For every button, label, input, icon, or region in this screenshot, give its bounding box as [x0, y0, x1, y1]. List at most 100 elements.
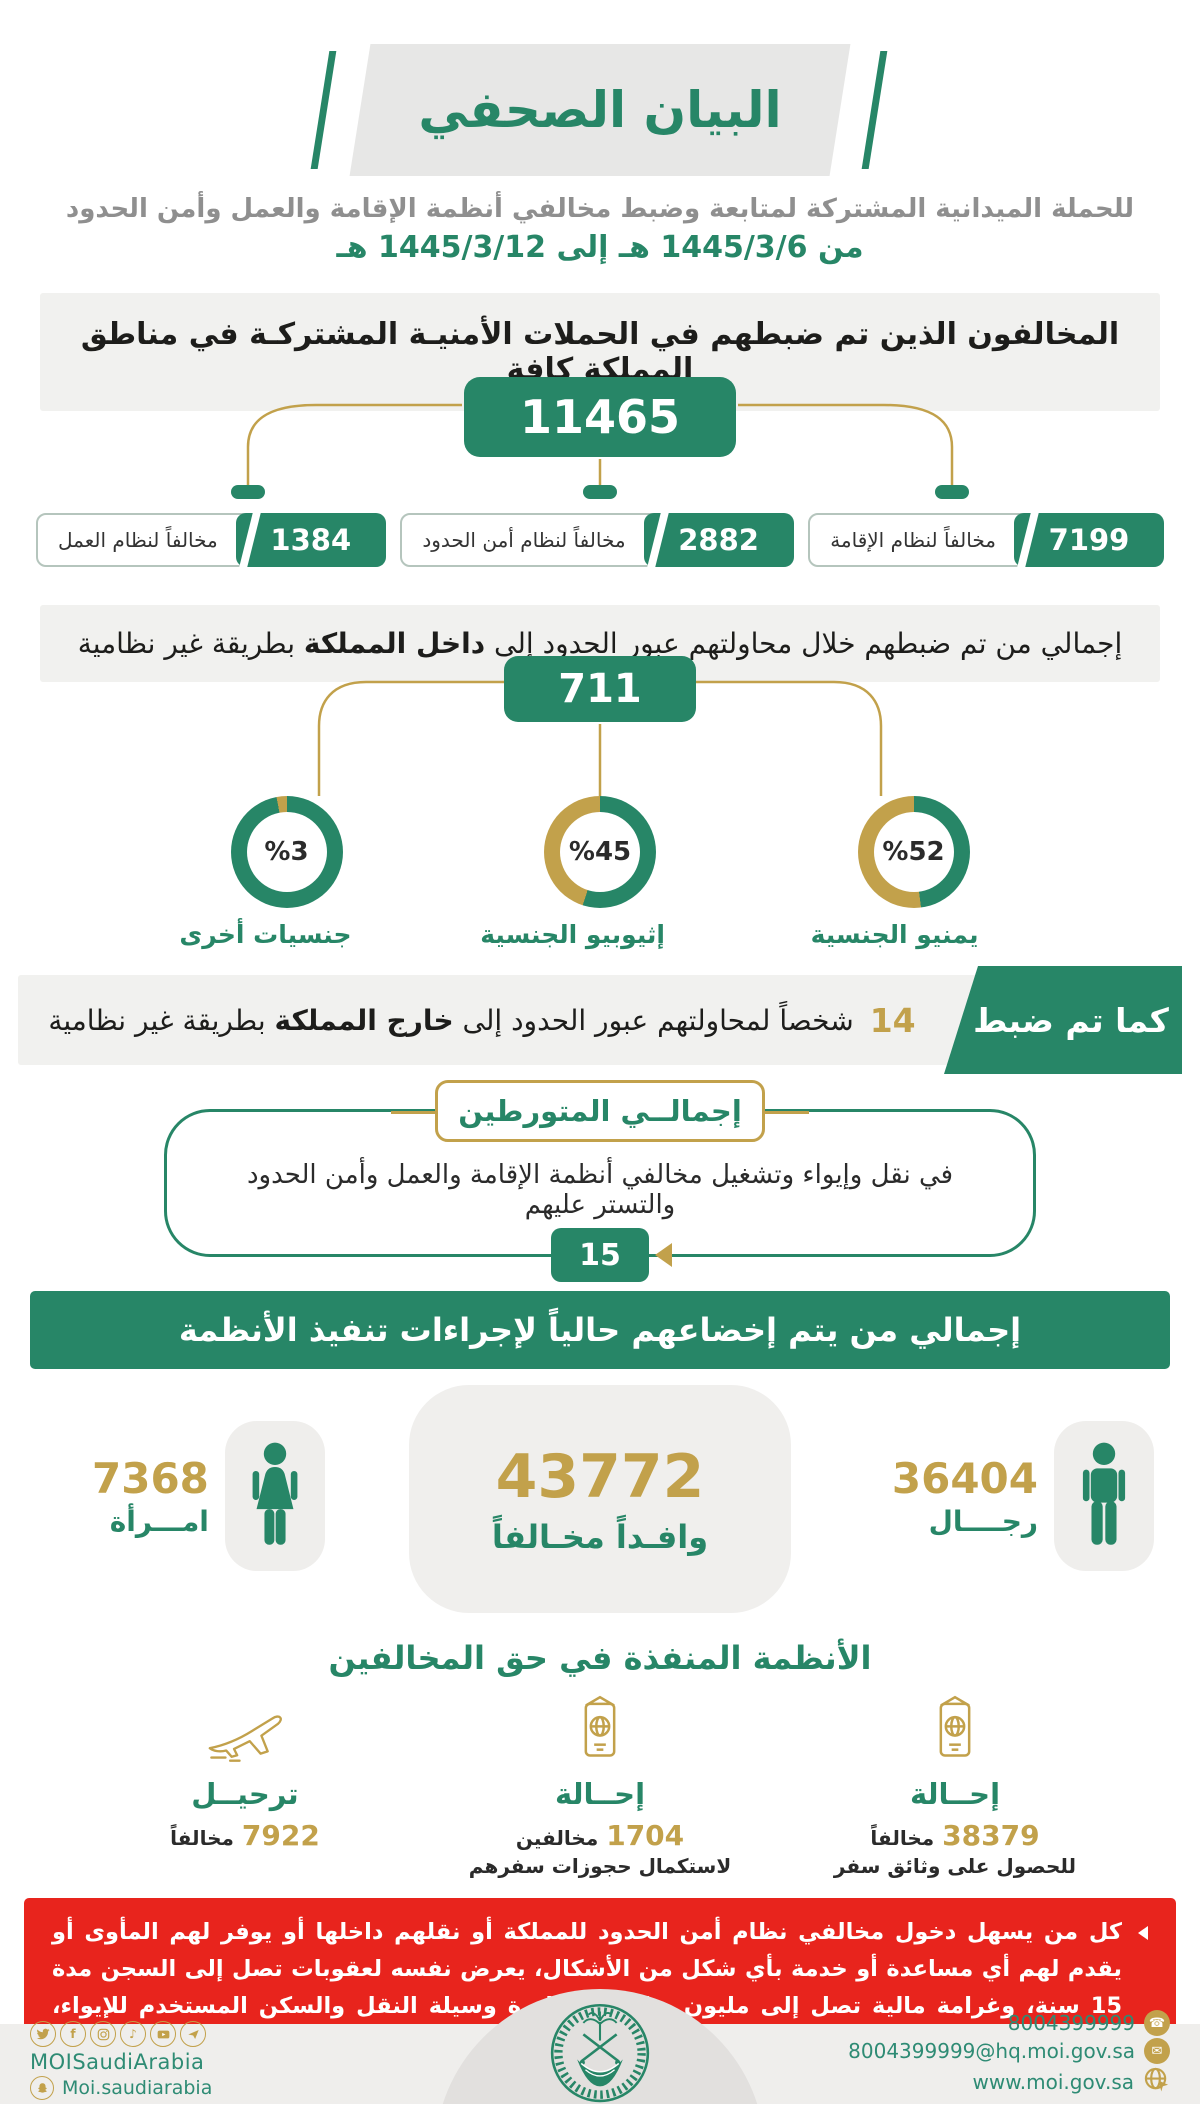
decorative-slash-icon — [861, 51, 888, 169]
action-title: إحــالة — [554, 1777, 646, 1811]
action-unit: مخالفاً — [170, 1826, 234, 1850]
action-deportation: ترحيــل 7922 مخالفاً — [95, 1691, 395, 1878]
stat-label: مخالفاً لنظام الإقامة — [808, 513, 1032, 567]
women-stat: 7368 امـــرأة — [92, 1421, 325, 1571]
actions-row: إحــالة 38379 مخالفاً للحصول على وثائق سف… — [40, 1691, 1160, 1878]
social-icons-row: f ♪ — [30, 2021, 212, 2047]
tree-connectors — [317, 680, 883, 796]
outside-text-after: بطريقة غير نظامية — [48, 1003, 266, 1037]
stat-residency: 7199 مخالفاً لنظام الإقامة — [808, 513, 1164, 567]
outside-value: 14 — [869, 1000, 916, 1040]
actions-title: الأنظمة المنفذة في حق المخالفين — [328, 1639, 872, 1677]
involved-body: في نقل وإيواء وتشغيل مخالفي أنظمة الإقام… — [246, 1160, 954, 1220]
action-value: 38379 — [942, 1819, 1040, 1852]
donut-other: %3 جنسيات أخرى — [179, 796, 352, 949]
social-handle[interactable]: MOISaudiArabia — [30, 2050, 205, 2074]
inside-total-tree: 711 — [38, 656, 1162, 796]
stat-border-security: 2882 مخالفاً لنظام أمن الحدود — [400, 513, 794, 567]
phone-number: 8004399999 — [1007, 2011, 1135, 2035]
action-title: إحــالة — [909, 1777, 1001, 1811]
phone-row[interactable]: 8004399999 ☎ — [848, 2010, 1170, 2036]
decorative-slash-icon — [310, 51, 337, 169]
donut-chart: %3 — [230, 796, 343, 908]
stat-labor: 1384 مخالفاً لنظام العمل — [36, 513, 386, 567]
donut-label: يمنيو الجنسية — [810, 920, 979, 949]
total-violators-card: 43772 وافـداً مخـالفاً — [409, 1385, 791, 1613]
website-row[interactable]: www.moi.gov.sa — [848, 2066, 1170, 2098]
involved-title: إجمالــي المتورطين — [391, 1080, 809, 1142]
action-unit: مخالفين — [515, 1826, 599, 1850]
facebook-icon[interactable]: f — [60, 2021, 86, 2047]
total-violators-value: 43772 — [495, 1442, 705, 1512]
snapchat-icon — [30, 2076, 54, 2100]
women-value: 7368 — [92, 1454, 209, 1504]
stat-label: مخالفاً لنظام أمن الحدود — [400, 513, 662, 567]
contact-block: 8004399999 ☎ 8004399999@hq.moi.gov.sa ✉ … — [848, 2008, 1170, 2098]
outside-tag: كما تم ضبط — [944, 966, 1182, 1074]
inside-total-value: 711 — [504, 656, 696, 722]
inside-banner-text: إجمالي من تم ضبطهم خلال محاولتهم عبور ال… — [494, 627, 1123, 660]
snapchat-handle: Moi.saudiarabia — [62, 2077, 213, 2099]
press-header: البيان الصحفي — [310, 44, 888, 176]
youtube-icon[interactable] — [150, 2021, 176, 2047]
men-label: رجــــال — [928, 1504, 1038, 1538]
outside-text: شخصاً لمحاولتهم عبور الحدود إلى خارج الم… — [48, 1004, 853, 1037]
donut-percent: %52 — [882, 837, 945, 867]
twitter-icon[interactable] — [30, 2021, 56, 2047]
outside-banner: كما تم ضبط 14 شخصاً لمحاولتهم عبور الحدو… — [18, 966, 1182, 1074]
women-label: امـــرأة — [109, 1504, 209, 1538]
enforcement-banner: إجمالي من يتم إخضاعهم حالياً لإجراءات تن… — [30, 1291, 1170, 1369]
airplane-icon — [95, 1691, 395, 1763]
total-violators-label: وافـداً مخـالفاً — [491, 1518, 709, 1556]
tree-connectors — [231, 403, 969, 499]
donut-percent: %3 — [264, 837, 309, 867]
inside-banner-bold: داخل المملكة — [303, 627, 486, 660]
outside-text-before: شخصاً لمحاولتهم عبور الحدود إلى — [462, 1003, 854, 1037]
action-title: ترحيــل — [191, 1777, 299, 1811]
email-row[interactable]: 8004399999@hq.moi.gov.sa ✉ — [848, 2038, 1170, 2064]
action-value: 7922 — [241, 1819, 320, 1852]
stat-label: مخالفاً لنظام العمل — [36, 513, 254, 567]
action-unit: مخالفاً — [870, 1826, 935, 1850]
stat-value: 1384 — [235, 513, 386, 567]
donut-ethiopian: %45 إثيوبيو الجنسية — [480, 796, 665, 949]
donut-label: إثيوبيو الجنسية — [480, 920, 665, 949]
passport-icon — [805, 1691, 1105, 1763]
phone-icon: ☎ — [1144, 2010, 1170, 2036]
outside-text-bold: خارج المملكة — [274, 1003, 454, 1037]
telegram-icon[interactable] — [180, 2021, 206, 2047]
donut-yemeni: %52 يمنيو الجنسية — [810, 796, 979, 949]
involved-value: 15 — [551, 1228, 649, 1282]
website-url: www.moi.gov.sa — [972, 2070, 1134, 2094]
inside-banner-text: بطريقة غير نظامية — [77, 627, 295, 660]
involved-box: إجمالــي المتورطين في نقل وإيواء وتشغيل … — [164, 1080, 1036, 1282]
men-value: 36404 — [891, 1454, 1038, 1504]
enforcement-stats: 36404 رجــــال 43772 وافـداً مخـالفاً 73 — [0, 1381, 1200, 1621]
donut-percent: %45 — [568, 837, 632, 867]
nationality-donuts: %52 يمنيو الجنسية %45 إثيوبيو الجنسية %3… — [38, 796, 1162, 949]
donut-chart: %45 — [544, 796, 656, 908]
snapchat-row[interactable]: Moi.saudiarabia — [30, 2076, 212, 2100]
email-icon: ✉ — [1144, 2038, 1170, 2064]
campaign-date-range: من 1445/3/6 هـ إلى 1445/3/12 هـ — [336, 230, 864, 265]
campaign-subtitle: للحملة الميدانية المشتركة لمتابعة وضبط م… — [65, 194, 1135, 224]
email-address: 8004399999@hq.moi.gov.sa — [848, 2039, 1135, 2063]
stat-value: 7199 — [1014, 513, 1164, 567]
captured-total-value: 11465 — [464, 377, 736, 457]
action-note: لاستكمال حجوزات سفرهم — [468, 1854, 732, 1878]
donut-label: جنسيات أخرى — [179, 920, 352, 949]
action-referral-bookings: إحــالة 1704 مخالفين لاستكمال حجوزات سفره… — [450, 1691, 750, 1878]
action-referral-documents: إحــالة 38379 مخالفاً للحصول على وثائق سف… — [805, 1691, 1105, 1878]
instagram-icon[interactable] — [90, 2021, 116, 2047]
globe-icon — [1143, 2066, 1170, 2098]
man-icon — [1054, 1421, 1154, 1571]
social-block: f ♪ MOISaudiArabia Moi.saudiarabia — [30, 2021, 212, 2100]
moi-emblem-icon — [550, 2003, 650, 2103]
stat-value: 2882 — [643, 513, 794, 567]
donut-chart: %52 — [857, 796, 970, 908]
passport-icon — [450, 1691, 750, 1763]
tiktok-icon[interactable]: ♪ — [120, 2021, 146, 2047]
action-note: للحصول على وثائق سفر — [833, 1854, 1077, 1878]
men-stat: 36404 رجــــال — [892, 1421, 1154, 1571]
